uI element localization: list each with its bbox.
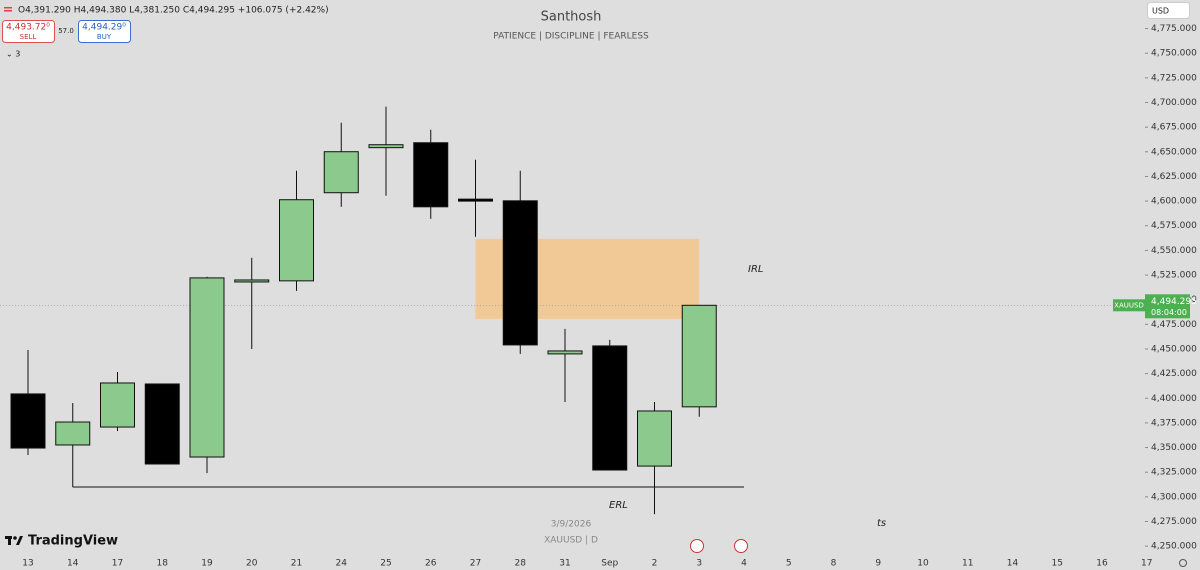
x-tick-label: 9	[875, 559, 881, 569]
y-tick-label: 4,650.000	[1151, 147, 1197, 157]
y-tick-label: 4,600.000	[1151, 197, 1197, 207]
candle-body	[592, 345, 628, 471]
chart-title: Santhosh	[541, 10, 602, 25]
buy-price: 4,494.29⁰	[82, 23, 126, 33]
x-tick-label: 31	[559, 559, 570, 569]
y-tick-label: 4,575.000	[1151, 221, 1197, 231]
x-tick-label: 20	[246, 559, 258, 569]
indicator-toggle[interactable]: ⌄ 3	[6, 50, 20, 59]
buy-label: BUY	[97, 33, 112, 41]
candle-body	[547, 350, 583, 355]
candle-body	[458, 198, 493, 202]
sell-price: 4,493.72⁰	[6, 23, 50, 33]
y-tick-label: 4,250.000	[1151, 542, 1197, 552]
currency: USD	[1152, 7, 1169, 16]
plot-area	[0, 106, 1145, 515]
menu-icon	[4, 10, 12, 12]
x-tick-label: 3	[696, 559, 702, 569]
price-label: 4,494.295	[1151, 297, 1197, 307]
y-tick-label: 4,475.000	[1151, 320, 1197, 330]
y-tick-label: 4,425.000	[1151, 369, 1197, 379]
y-tick-label: 4,400.000	[1151, 394, 1197, 404]
event-icon[interactable]	[734, 539, 748, 553]
annotation-erl: ERL	[609, 500, 628, 511]
candle-body	[10, 393, 46, 449]
candle-body	[144, 383, 180, 465]
x-tick-label: 15	[1052, 559, 1063, 569]
x-tick-label: 24	[336, 559, 348, 569]
candle-body	[681, 304, 717, 408]
currency-button[interactable]	[1147, 2, 1190, 19]
y-tick-label: 4,275.000	[1151, 517, 1197, 527]
y-tick-label: 4,675.000	[1151, 123, 1197, 133]
y-tick-label: 4,325.000	[1151, 468, 1197, 478]
settings-icon[interactable]	[1179, 559, 1187, 567]
y-tick-label: 4,450.000	[1151, 344, 1197, 354]
symbol-tag	[1113, 299, 1145, 312]
x-tick-label: 17	[1141, 559, 1152, 569]
x-tick-label: 16	[1096, 559, 1108, 569]
candle-body	[189, 277, 225, 458]
candle-body	[502, 200, 538, 346]
x-tick-label: 14	[1007, 559, 1019, 569]
x-tick-label: 19	[201, 559, 213, 569]
symbol-label: XAUUSD	[1114, 301, 1144, 309]
x-tick-label: 14	[67, 559, 79, 569]
x-tick-label: 18	[157, 559, 169, 569]
x-tick-label: Sep	[601, 559, 618, 569]
watermark-symbol: XAUUSD | D	[544, 536, 598, 546]
x-tick-label: 27	[470, 559, 481, 569]
candle-body	[100, 382, 135, 428]
y-tick-label: 4,375.000	[1151, 418, 1197, 428]
x-tick-label: 26	[425, 559, 437, 569]
chart-subtitle: PATIENCE | DISCIPLINE | FEARLESS	[493, 32, 649, 42]
candle-body	[368, 144, 404, 149]
y-tick-label: 4,300.000	[1151, 492, 1197, 502]
candle-body	[55, 421, 91, 446]
x-tick-label: 10	[917, 559, 929, 569]
y-tick-label: 4,550.000	[1151, 246, 1197, 256]
candle-body	[279, 199, 314, 282]
candle-body	[323, 151, 359, 194]
y-tick-label: 4,750.000	[1151, 49, 1197, 59]
event-icon[interactable]	[690, 539, 704, 553]
annotation-irl: IRL	[748, 264, 763, 275]
y-tick-label: 4,625.000	[1151, 172, 1197, 182]
price-tag	[1145, 294, 1190, 319]
candle-body	[234, 279, 270, 283]
x-tick-label: 2	[652, 559, 658, 569]
brand-name: TradingView	[28, 534, 118, 549]
x-tick-label: 21	[291, 559, 302, 569]
y-tick-label: 4,350.000	[1151, 443, 1197, 453]
x-tick-label: 8	[831, 559, 837, 569]
brand-logo	[5, 536, 23, 545]
spread: 57.0	[58, 27, 74, 35]
x-tick-label: 4	[741, 559, 747, 569]
x-tick-label: 11	[962, 559, 973, 569]
countdown: 08:04:00	[1151, 308, 1187, 317]
annotation-ts: ts	[877, 518, 886, 529]
y-tick-label: 4,775.000	[1151, 24, 1197, 34]
x-tick-label: 5	[786, 559, 792, 569]
x-tick-label: 17	[112, 559, 123, 569]
sell-label: SELL	[20, 33, 37, 41]
y-tick-label: 4,700.000	[1151, 98, 1197, 108]
y-tick-label: 4,725.000	[1151, 73, 1197, 83]
watermark-date: 3/9/2026	[551, 520, 592, 530]
candle-body	[637, 410, 672, 467]
y-tick-label: 4,525.000	[1151, 271, 1197, 281]
menu-icon	[4, 7, 12, 9]
ohlc-header: O4,391.290 H4,494.380 L4,381.250 C4,494.…	[18, 6, 329, 16]
x-tick-label: 25	[380, 559, 391, 569]
sell-button[interactable]	[2, 20, 55, 43]
x-tick-label: 28	[515, 559, 527, 569]
candle-body	[413, 142, 449, 208]
buy-button[interactable]	[78, 20, 131, 43]
x-tick-label: 13	[22, 559, 33, 569]
